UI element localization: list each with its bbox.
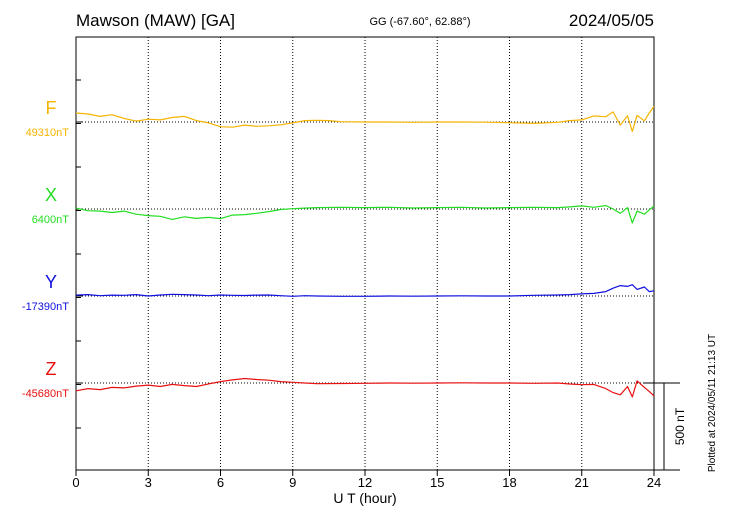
date-label: 2024/05/05 <box>569 11 654 30</box>
series-lines <box>75 105 655 398</box>
x-axis-title: U T (hour) <box>333 490 396 506</box>
x-tick-label-21: 21 <box>575 475 589 490</box>
series-name-Y: Y <box>45 272 57 292</box>
series-line-X <box>75 204 655 224</box>
series-name-X: X <box>45 185 57 205</box>
vertical-grid <box>147 37 583 470</box>
series-line-F <box>75 105 655 132</box>
series-baseline-X: 6400nT <box>32 214 70 226</box>
x-axis: 0 3 6 9 12 15 18 21 24 <box>72 79 661 490</box>
station-title: Mawson (MAW) [GA] <box>76 11 235 30</box>
series-baseline-F: 49310nT <box>26 127 70 139</box>
x-tick-label-12: 12 <box>358 475 372 490</box>
x-tick-label-9: 9 <box>289 475 296 490</box>
coordinates-label: GG (-67.60°, 62.88°) <box>369 16 470 28</box>
plotted-note: Plotted at 2024/05/11 21:13 UT <box>707 334 718 472</box>
scale-bar: 500 nT <box>644 382 687 471</box>
series-line-Z <box>75 377 655 398</box>
x-tick-label-0: 0 <box>72 475 79 490</box>
x-tick-label-18: 18 <box>502 475 516 490</box>
series-line-Y <box>75 284 655 297</box>
x-tick-label-15: 15 <box>430 475 444 490</box>
x-tick-label-3: 3 <box>145 475 152 490</box>
series-name-Z: Z <box>46 359 57 379</box>
series-baseline-Y: -17390nT <box>22 301 69 313</box>
x-tick-label-24: 24 <box>647 475 661 490</box>
x-tick-label-6: 6 <box>217 475 224 490</box>
series-name-F: F <box>46 98 57 118</box>
scale-bar-label: 500 nT <box>673 407 687 445</box>
series-labels: F 49310nT X 6400nT Y -17390nT Z -45680nT <box>22 98 69 400</box>
series-baseline-Z: -45680nT <box>22 388 69 400</box>
